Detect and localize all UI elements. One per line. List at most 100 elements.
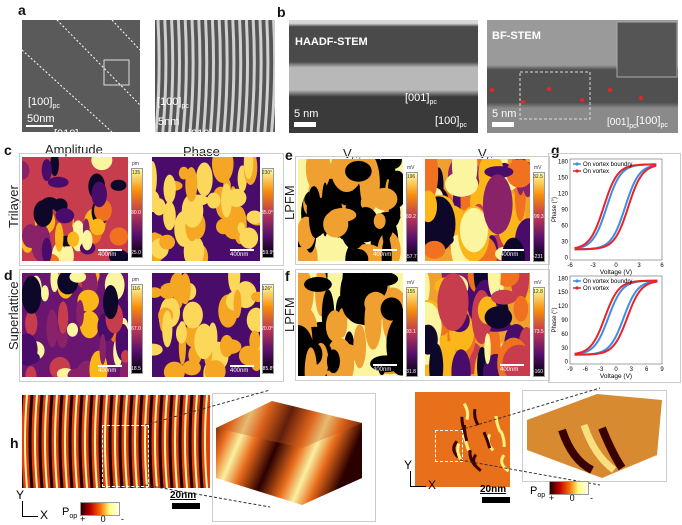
phase-map-trilayer: 400nm (152, 157, 260, 261)
colorbar (262, 168, 274, 258)
y-tick: 120 (558, 192, 569, 198)
x-tick: 3 (630, 367, 634, 373)
colorbar-tick: 135 (131, 170, 141, 176)
y-tick: 180 (558, 160, 569, 166)
3d-domain-render-i (527, 394, 662, 478)
colorbar-tick: 85.0° (261, 210, 273, 216)
amplitude-map-superlattice: 400nm (22, 273, 128, 377)
tem-image-a (22, 20, 140, 132)
colorbar-tick: -231 (532, 254, 543, 260)
colorbar-tick: 18.5 (131, 366, 141, 372)
axis-label: [010] (54, 128, 79, 140)
x-tick: -6 (583, 367, 589, 373)
bf-stem-image (487, 20, 678, 133)
scale-bar (172, 503, 200, 509)
phase-title: Phase (183, 144, 220, 159)
legend-entry: On vortex boundry (583, 279, 632, 285)
y-tick: 0 (565, 255, 569, 261)
y-tick: 0 (565, 360, 569, 366)
panel-label-e: e (285, 147, 293, 163)
scale-label: 400nm (98, 252, 117, 258)
colorbar (533, 287, 545, 377)
zoom-box (435, 430, 463, 462)
y-tick: 150 (558, 176, 569, 182)
scale-label: 400nm (230, 252, 249, 258)
haadf-label: HAADF-STEM (295, 36, 368, 48)
colorbar-tick: 93.1 (406, 329, 416, 335)
y-tick: 90 (561, 318, 568, 324)
y-tick: 60 (561, 332, 568, 338)
colorbar-tick: 31.8 (406, 369, 416, 375)
scale-bar (500, 249, 524, 251)
scale-label: 400nm (373, 252, 392, 258)
x-axis-label: Voltage (V) (600, 373, 632, 380)
colorbar-tick: 25.0 (131, 250, 141, 256)
scale-label: 20nm (170, 490, 197, 501)
panel-label-g: g (551, 142, 560, 158)
x-tick: -6 (567, 263, 573, 269)
colorbar-tick: 12.8 (533, 289, 543, 295)
colorbar (406, 172, 418, 262)
scale-label: 20nm (480, 484, 507, 495)
scale-bar (26, 125, 53, 127)
colorbar-tick: -160 (532, 369, 543, 375)
y-tick: 30 (561, 346, 568, 352)
panel-label-c: c (4, 142, 12, 158)
x-tick: -3 (598, 367, 604, 373)
colorbar-tick: -57.7 (405, 254, 417, 260)
x-tick: 0 (614, 367, 618, 373)
scale-label: 50nm (27, 113, 55, 125)
x-tick: 6 (645, 367, 649, 373)
lpfm-map-vc-plus-f: 400nm (298, 273, 403, 376)
phase-map-superlattice: 400nm (152, 273, 260, 377)
x-tick: -9 (567, 367, 573, 373)
scale-bar (230, 365, 254, 367)
scale-label: 400nm (373, 367, 392, 373)
colorbar-tick: -99.3 (532, 214, 544, 220)
scale-bar (98, 249, 122, 251)
x-tick: 9 (660, 367, 664, 373)
x-tick: 6 (660, 263, 664, 269)
colorbar (533, 172, 545, 262)
scale-bar (373, 249, 397, 251)
haadf-stem-image (289, 20, 478, 133)
colorbar-tick: 32.5 (533, 174, 543, 180)
x-tick: 0 (614, 263, 618, 269)
scale-label: 5nm (158, 116, 180, 128)
3d-domain-render-h (216, 401, 362, 505)
axis-label: [100] (28, 96, 53, 108)
colorbar-tick: 69.2 (406, 214, 416, 220)
y-axis-label: Phase (°) (552, 307, 558, 332)
x-tick: 3 (637, 263, 641, 269)
y-tick: 60 (561, 223, 568, 229)
panel-label-d: d (4, 267, 13, 283)
scale-label: 400nm (230, 368, 249, 374)
colorbar-tick: 230° (261, 170, 273, 176)
y-tick: 180 (558, 276, 569, 282)
colorbar (406, 287, 418, 377)
y-tick: 30 (561, 239, 568, 245)
panel-label-f: f (285, 268, 290, 284)
colorbar-tick: 155 (406, 289, 416, 295)
colorbar-tick: 80.0 (131, 210, 141, 216)
colorbar (262, 284, 274, 374)
panel-label-b: b (277, 4, 286, 20)
legend-entry: On vortex (583, 169, 609, 175)
colorbar-tick: 196 (406, 174, 416, 180)
legend-entry: On vortex boundry (583, 162, 632, 168)
colorbar-tick: -85.8° (261, 366, 275, 372)
zoom-box (102, 425, 149, 487)
panel-label-a: a (18, 2, 26, 18)
y-tick: 120 (558, 304, 569, 310)
scale-bar (482, 497, 510, 503)
colorbar (131, 168, 143, 258)
pop-colorbar (549, 481, 589, 495)
x-tick: -3 (590, 263, 596, 269)
lpfm-map-vc-plus-e: 400nm (298, 159, 403, 261)
bf-label: BF-STEM (492, 30, 541, 42)
tem-zoom-image-a (155, 20, 275, 132)
lpfm-map-vc-minus-e: 400nm (425, 159, 530, 261)
lpfm-map-vc-minus-f: 400nm (425, 273, 530, 376)
